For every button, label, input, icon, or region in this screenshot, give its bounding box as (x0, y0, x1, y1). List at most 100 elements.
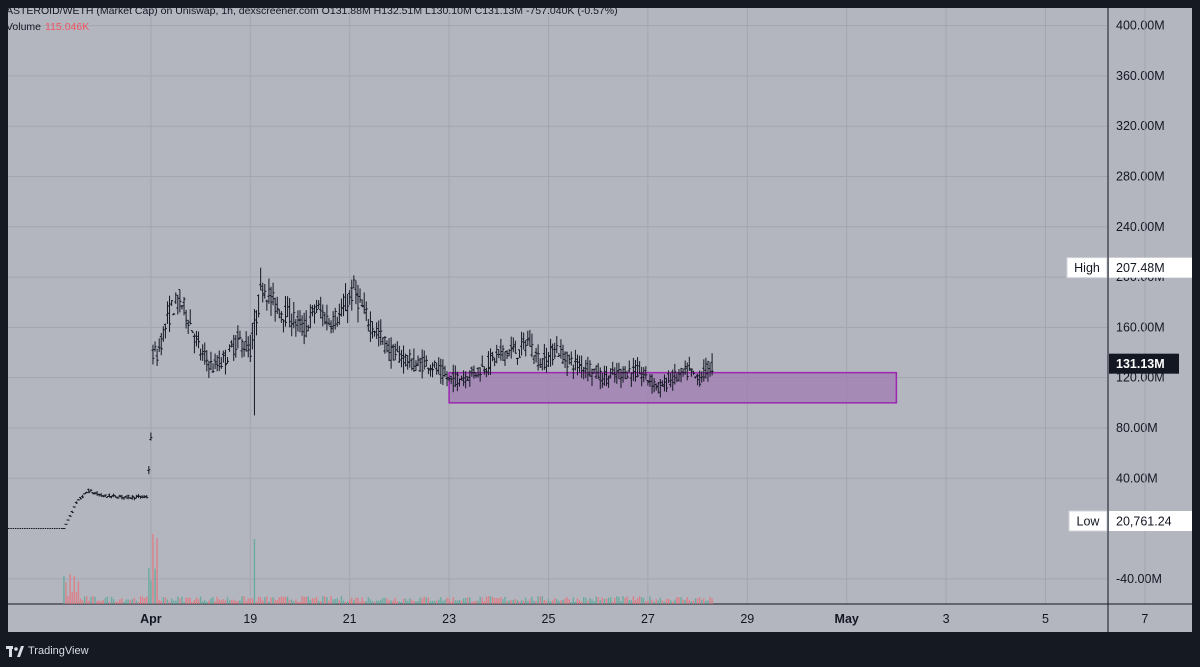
volume-bar (525, 597, 527, 604)
high-value-box (1109, 257, 1192, 278)
volume-bar (226, 597, 229, 604)
volume-bar (382, 597, 384, 604)
volume-bar (365, 600, 367, 604)
y-tick-label: 400.00M (1116, 19, 1165, 33)
volume-bar (464, 598, 467, 604)
volume-bar (297, 601, 299, 604)
volume-bar (462, 598, 465, 604)
volume-bar (295, 599, 297, 604)
volume-bar (471, 601, 473, 604)
volume-bar (148, 568, 150, 604)
volume-bar (392, 600, 394, 604)
volume-bar (622, 596, 624, 604)
volume-bar (90, 597, 92, 604)
volume-bar (506, 601, 508, 604)
volume-bar (369, 599, 372, 604)
volume-bar (628, 600, 630, 604)
volume-bar (154, 568, 156, 604)
volume-bar (404, 598, 407, 604)
volume-bar (168, 601, 171, 604)
candles (62, 267, 714, 530)
volume-bar (177, 596, 179, 604)
volume-bar (293, 601, 295, 604)
volume-bar (239, 600, 241, 604)
volume-bar (160, 600, 162, 604)
volume-bar (690, 601, 693, 604)
volume-bar (676, 597, 678, 604)
volume-bar (340, 596, 343, 604)
y-tick-label: 40.00M (1116, 471, 1158, 485)
volume-bar (618, 596, 620, 604)
volume-bar (338, 600, 341, 604)
volume-bar (599, 600, 601, 604)
volume-bar (137, 601, 140, 604)
y-tick-label: 240.00M (1116, 220, 1165, 234)
x-tick-label: 27 (641, 612, 655, 626)
volume-bar (516, 600, 519, 604)
volume-bar (701, 599, 703, 604)
x-tick-label: 25 (542, 612, 556, 626)
volume-bar (361, 597, 363, 604)
volume-bar (380, 599, 382, 604)
volume-bar (262, 600, 264, 604)
volume-bar (75, 591, 78, 604)
volume-bar (469, 597, 471, 604)
volume-bar (574, 601, 577, 604)
volume-bar (421, 598, 423, 604)
volume-bar (193, 599, 196, 604)
volume-bar (189, 597, 191, 604)
y-tick-label: 280.00M (1116, 169, 1165, 183)
volume-bar (342, 600, 345, 604)
volume-bar (375, 600, 378, 604)
volume-bar (301, 596, 303, 604)
volume-bar (344, 601, 347, 604)
volume-bar (554, 598, 556, 604)
volume-bar (377, 600, 380, 604)
volume-bar (630, 600, 633, 604)
volume-bar (152, 534, 154, 604)
volume-bar (388, 600, 390, 604)
volume-bar (589, 597, 591, 604)
volume-bar (183, 601, 185, 604)
volume-bar (597, 597, 599, 604)
volume-bar (537, 596, 539, 604)
volume-bar (274, 599, 276, 604)
y-tick-label: -40.00M (1116, 572, 1162, 586)
volume-bar (270, 597, 272, 604)
volume-bar (127, 599, 129, 604)
volume-bar (199, 596, 202, 604)
volume-bar (179, 598, 181, 604)
volume-bar (698, 597, 701, 604)
volume-label: Volume (6, 21, 42, 33)
last-price-box (1109, 353, 1179, 374)
volume-bar (313, 598, 316, 604)
volume-bar (411, 599, 413, 604)
volume-bar (131, 599, 133, 604)
volume-bar (603, 599, 606, 604)
volume-bar (460, 600, 463, 604)
volume-bar (529, 599, 531, 604)
volume-bar (79, 598, 82, 604)
volume-bar (280, 596, 283, 604)
volume-bar (237, 600, 239, 604)
volume-bar (591, 599, 593, 604)
volume-bar (487, 596, 490, 604)
volume-bar (669, 600, 672, 604)
volume-bar (483, 601, 486, 604)
volume-bar (222, 599, 225, 604)
volume-bar (601, 597, 604, 604)
y-tick-label: 80.00M (1116, 421, 1158, 435)
volume-bar (504, 596, 506, 604)
x-tick-label: 23 (442, 612, 456, 626)
x-tick-label: Apr (140, 612, 162, 626)
volume-bar (541, 596, 543, 604)
volume-bar (711, 598, 713, 604)
volume-bar (303, 596, 305, 604)
volume-bar (201, 601, 204, 604)
volume-bar (560, 600, 562, 604)
volume-bar (114, 601, 117, 604)
volume-bar (332, 599, 334, 604)
volume-bar (643, 598, 645, 604)
volume-bar (419, 597, 421, 604)
